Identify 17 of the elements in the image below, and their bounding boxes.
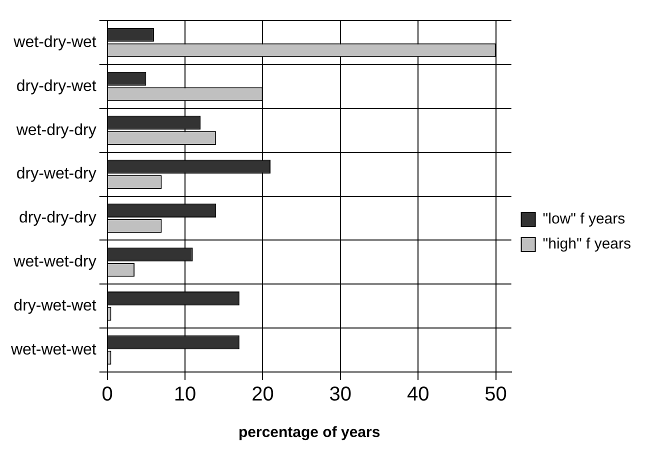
x-tick-label: 50 <box>484 384 507 406</box>
x-tick-label: 0 <box>102 384 113 406</box>
legend-label: "high" f years <box>542 236 632 253</box>
y-tick-label: dry-wet-dry <box>16 166 96 183</box>
x-tick-label: 30 <box>329 384 352 406</box>
x-tick-label: 40 <box>406 384 430 406</box>
x-axis-title: percentage of years <box>238 424 380 442</box>
y-tick-label: dry-wet-wet <box>14 298 97 315</box>
y-tick-label: wet-dry-dry <box>15 122 96 139</box>
y-tick-label: wet-wet-dry <box>12 254 96 271</box>
y-tick-label: dry-dry-dry <box>19 210 96 227</box>
legend-label: "low" f years <box>542 210 626 228</box>
x-tick-label: 10 <box>174 384 196 406</box>
y-tick-label: wet-dry-wet <box>12 34 97 51</box>
y-tick-label: wet-wet-wet <box>10 341 97 358</box>
x-tick-label: 20 <box>252 384 274 406</box>
y-tick-label: dry-dry-wet <box>16 78 97 95</box>
